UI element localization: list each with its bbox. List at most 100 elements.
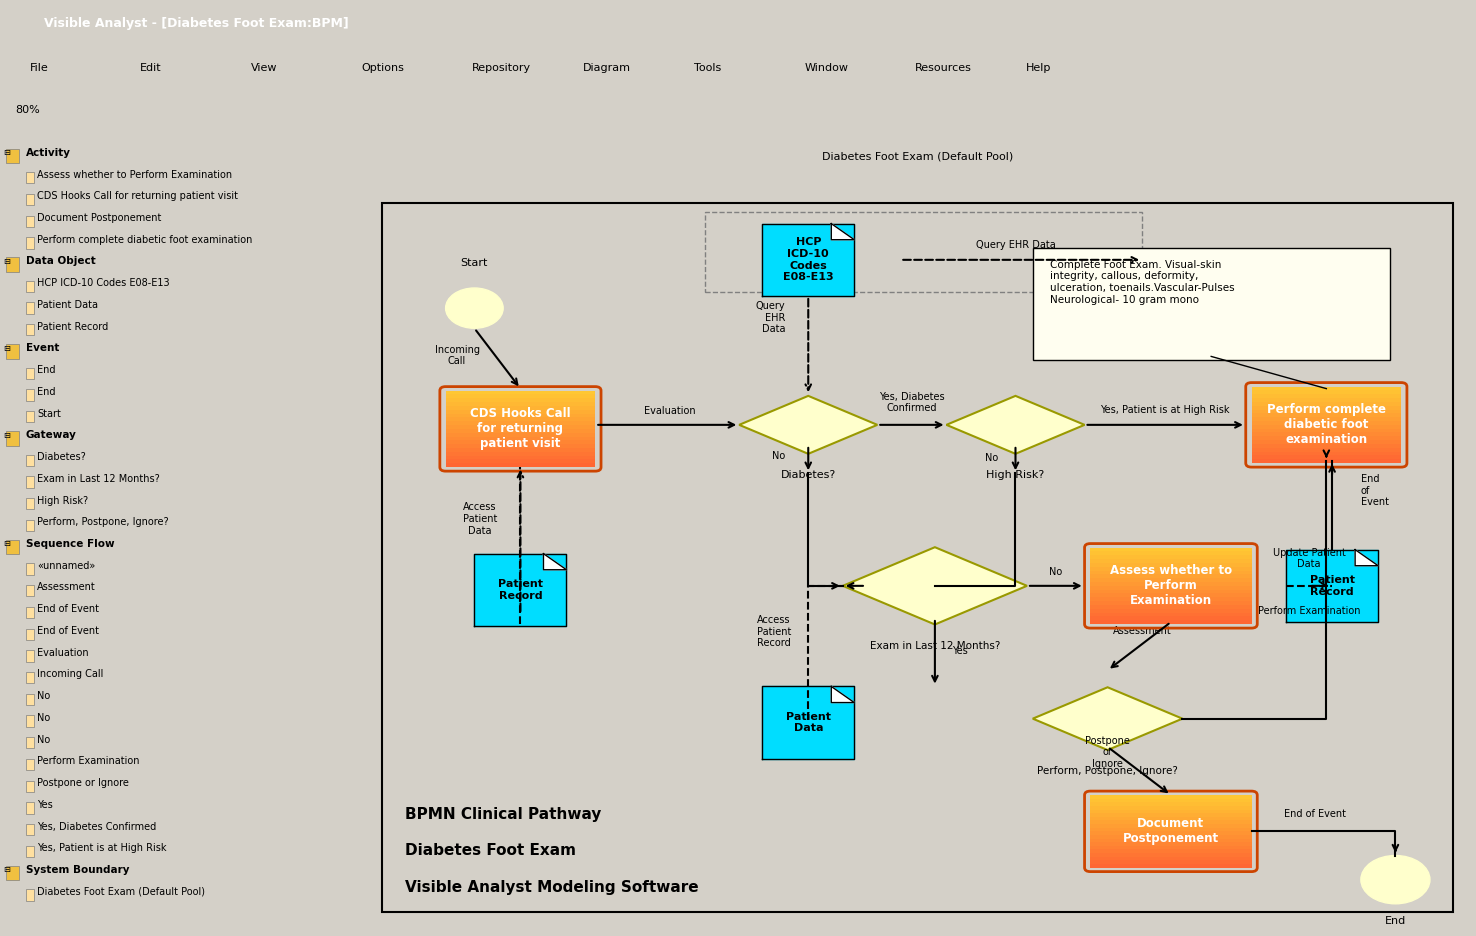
Text: Options: Options bbox=[362, 63, 404, 73]
Bar bbox=[1252, 410, 1401, 414]
Text: Tools: Tools bbox=[694, 63, 720, 73]
FancyBboxPatch shape bbox=[1033, 248, 1390, 360]
Text: View: View bbox=[251, 63, 277, 73]
Bar bbox=[1091, 563, 1252, 566]
Text: ⊟: ⊟ bbox=[3, 539, 10, 548]
Text: Patient Data: Patient Data bbox=[37, 300, 99, 310]
Text: End: End bbox=[1384, 915, 1407, 926]
Bar bbox=[27, 759, 34, 770]
Text: Document Postponement: Document Postponement bbox=[37, 213, 162, 223]
Bar bbox=[1252, 390, 1401, 394]
Bar bbox=[1091, 566, 1252, 571]
Text: ⊟: ⊟ bbox=[3, 866, 10, 874]
Text: Visible Analyst Modeling Software: Visible Analyst Modeling Software bbox=[406, 880, 700, 895]
Circle shape bbox=[1361, 856, 1430, 904]
Text: Perform Examination: Perform Examination bbox=[1258, 606, 1361, 616]
Text: Exam in Last 12 Months?: Exam in Last 12 Months? bbox=[869, 640, 1001, 651]
Bar bbox=[27, 324, 34, 335]
Bar bbox=[1091, 586, 1252, 590]
Bar bbox=[1252, 421, 1401, 425]
Text: Assess whether to Perform Examination: Assess whether to Perform Examination bbox=[37, 169, 232, 180]
Text: End of Event: End of Event bbox=[37, 604, 99, 614]
Text: Access
Patient
Data: Access Patient Data bbox=[463, 503, 497, 535]
Text: Evaluation: Evaluation bbox=[645, 406, 695, 417]
Bar bbox=[1091, 824, 1252, 827]
Bar bbox=[6, 866, 19, 881]
Text: End
of
Event: End of Event bbox=[1361, 475, 1389, 507]
Text: Postpone
or
Ignore: Postpone or Ignore bbox=[1085, 736, 1131, 769]
Bar bbox=[1091, 817, 1252, 821]
Polygon shape bbox=[1355, 549, 1379, 565]
Text: ⊟: ⊟ bbox=[3, 431, 10, 440]
Text: Diabetes?: Diabetes? bbox=[781, 470, 835, 480]
Bar bbox=[1091, 608, 1252, 612]
Bar bbox=[446, 394, 595, 399]
Bar bbox=[1091, 831, 1252, 835]
Text: «unnamed»: «unnamed» bbox=[37, 561, 96, 571]
Bar bbox=[27, 715, 34, 726]
Text: Postpone or Ignore: Postpone or Ignore bbox=[37, 778, 130, 788]
Bar bbox=[1091, 612, 1252, 617]
Text: Update Patient
Data: Update Patient Data bbox=[1272, 548, 1346, 569]
Text: Diabetes Foot Exam (Default Pool): Diabetes Foot Exam (Default Pool) bbox=[822, 152, 1013, 161]
Text: End of Event: End of Event bbox=[1284, 809, 1346, 819]
Bar bbox=[1091, 802, 1252, 806]
Bar bbox=[1091, 617, 1252, 621]
Bar bbox=[27, 824, 34, 835]
Bar bbox=[27, 194, 34, 205]
Bar bbox=[1252, 402, 1401, 405]
Text: Assess whether to
Perform
Examination: Assess whether to Perform Examination bbox=[1110, 564, 1232, 607]
Text: Start: Start bbox=[37, 409, 61, 418]
Bar bbox=[446, 463, 595, 467]
Bar bbox=[382, 203, 1452, 912]
Bar bbox=[1252, 436, 1401, 440]
Bar bbox=[1091, 571, 1252, 575]
Bar bbox=[27, 455, 34, 466]
Text: Resources: Resources bbox=[915, 63, 973, 73]
Bar bbox=[6, 149, 19, 163]
Text: ⊟: ⊟ bbox=[3, 148, 10, 157]
Text: Yes, Patient is at High Risk: Yes, Patient is at High Risk bbox=[37, 843, 167, 854]
Bar bbox=[1091, 835, 1252, 839]
Bar bbox=[27, 651, 34, 662]
Bar bbox=[27, 585, 34, 596]
Bar bbox=[6, 257, 19, 271]
Bar bbox=[1091, 798, 1252, 802]
Bar bbox=[27, 563, 34, 575]
Bar bbox=[1091, 813, 1252, 817]
Text: Yes, Diabetes
Confirmed: Yes, Diabetes Confirmed bbox=[880, 391, 945, 413]
Text: ⊟: ⊟ bbox=[3, 257, 10, 266]
Text: Patient Record: Patient Record bbox=[37, 322, 109, 331]
Bar bbox=[1252, 425, 1401, 429]
Polygon shape bbox=[831, 224, 855, 240]
Bar bbox=[1252, 417, 1401, 421]
Text: Incoming Call: Incoming Call bbox=[37, 669, 103, 680]
Bar bbox=[1091, 850, 1252, 853]
Bar bbox=[27, 738, 34, 749]
Text: CDS Hooks Call for returning patient visit: CDS Hooks Call for returning patient vis… bbox=[37, 191, 238, 201]
Text: High Risk?: High Risk? bbox=[986, 470, 1045, 480]
Bar bbox=[446, 390, 595, 394]
Bar bbox=[1091, 853, 1252, 856]
Text: Activity: Activity bbox=[27, 148, 71, 158]
Circle shape bbox=[446, 288, 503, 329]
Text: Assessment: Assessment bbox=[1113, 626, 1172, 636]
Text: HCP
ICD-10
Codes
E08-E13: HCP ICD-10 Codes E08-E13 bbox=[782, 238, 834, 283]
Bar bbox=[1091, 621, 1252, 624]
Text: No: No bbox=[37, 713, 50, 723]
Bar bbox=[1252, 440, 1401, 444]
Bar bbox=[1252, 444, 1401, 447]
Polygon shape bbox=[843, 548, 1027, 624]
Polygon shape bbox=[543, 553, 567, 570]
Bar bbox=[27, 411, 34, 422]
Text: 80%: 80% bbox=[15, 105, 40, 115]
Text: Gateway: Gateway bbox=[27, 431, 77, 440]
Polygon shape bbox=[831, 686, 855, 703]
Text: Query EHR Data: Query EHR Data bbox=[976, 240, 1055, 250]
Bar bbox=[1091, 827, 1252, 831]
Bar bbox=[446, 460, 595, 463]
Bar bbox=[446, 440, 595, 445]
Polygon shape bbox=[762, 686, 855, 759]
Bar bbox=[1091, 806, 1252, 810]
Text: High Risk?: High Risk? bbox=[37, 495, 89, 505]
